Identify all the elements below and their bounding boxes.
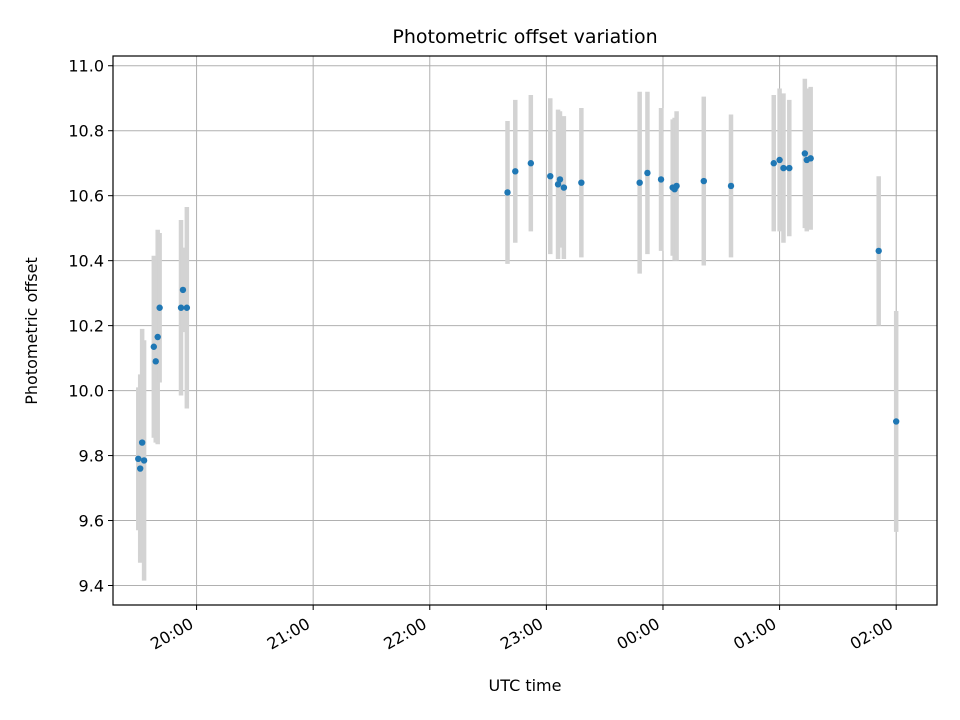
- data-point: [770, 160, 777, 167]
- data-point: [875, 247, 882, 255]
- chart-title: Photometric offset variation: [392, 26, 657, 48]
- y-axis-label: Photometric offset: [22, 257, 41, 405]
- data-point: [776, 156, 783, 164]
- data-point: [183, 304, 191, 311]
- y-tick-label: 11.0: [68, 57, 104, 76]
- data-point: [673, 182, 680, 190]
- plot-area-frame: [112, 55, 938, 606]
- data-point: [560, 184, 568, 191]
- y-tick-label: 10.2: [68, 317, 104, 336]
- data-point: [138, 439, 146, 446]
- data-point: [156, 304, 163, 311]
- data-point: [527, 160, 535, 167]
- data-point: [179, 286, 187, 294]
- data-point: [154, 333, 161, 341]
- data-point: [578, 179, 585, 186]
- data-point: [135, 455, 142, 463]
- data-point: [801, 150, 809, 157]
- data-point: [140, 457, 148, 464]
- grid-layer: [113, 56, 937, 605]
- data-point: [556, 176, 564, 183]
- data-point: [780, 164, 787, 172]
- data-point: [636, 179, 643, 186]
- data-point: [554, 181, 562, 188]
- data-point: [547, 172, 554, 180]
- data-point: [892, 418, 900, 425]
- data-point: [150, 343, 158, 350]
- y-tick-label: 9.6: [79, 512, 104, 531]
- y-tick-label: 9.8: [79, 447, 104, 466]
- data-point: [657, 176, 665, 183]
- data-point: [644, 169, 651, 177]
- data-point: [177, 304, 185, 311]
- point-layer: [135, 150, 900, 472]
- y-tick-label: 10.8: [68, 122, 104, 141]
- x-axis-label: UTC time: [489, 676, 562, 695]
- data-point: [152, 358, 159, 365]
- y-tick-label: 10.0: [68, 382, 104, 401]
- y-tick-label: 9.4: [79, 577, 104, 596]
- data-point: [807, 155, 814, 162]
- data-point: [700, 177, 707, 185]
- data-point: [512, 168, 519, 175]
- y-tick-label: 10.6: [68, 187, 104, 206]
- data-point: [786, 164, 793, 172]
- y-tick-label: 10.4: [68, 252, 104, 271]
- data-point: [727, 182, 735, 190]
- data-point: [504, 189, 511, 196]
- data-point: [137, 465, 144, 472]
